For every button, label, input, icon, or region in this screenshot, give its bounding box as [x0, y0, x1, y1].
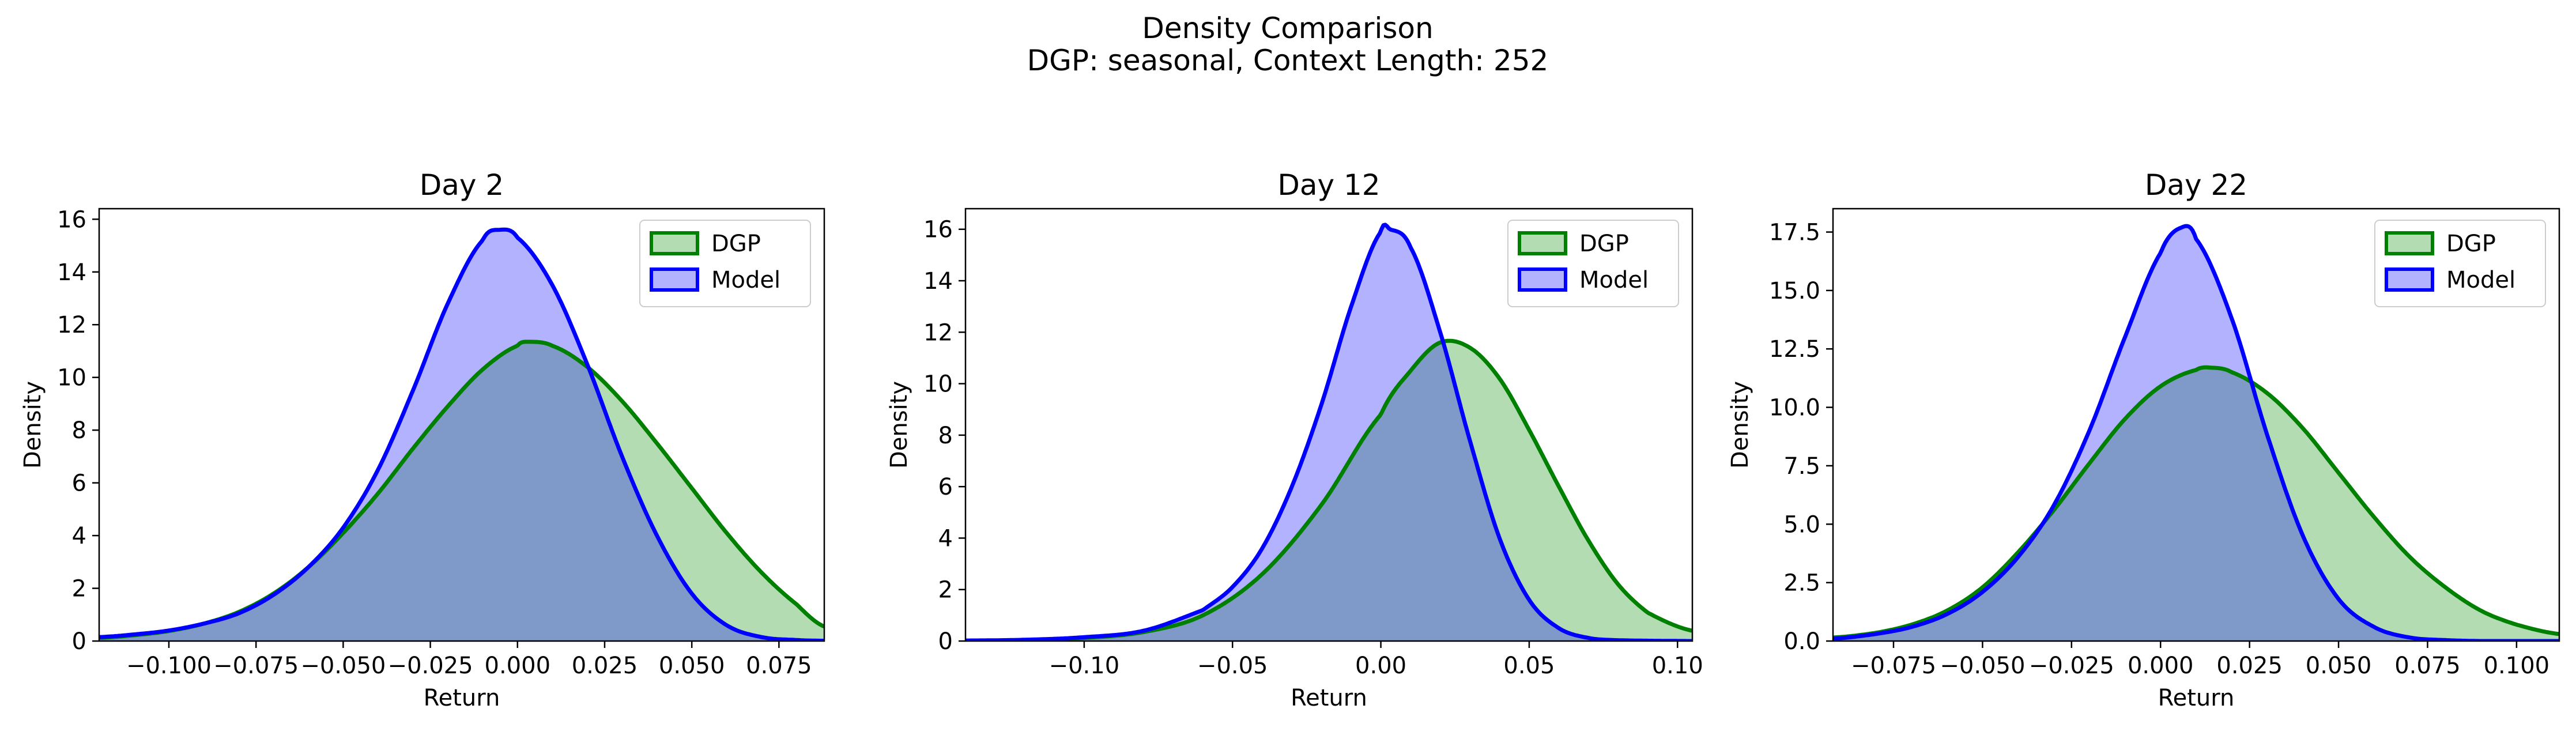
panel-title: Day 12: [1277, 168, 1380, 202]
y-tick-label: 8: [938, 423, 953, 449]
x-tick-label: −0.100: [126, 653, 212, 679]
y-tick-label: 15.0: [1769, 278, 1820, 304]
x-tick-label: −0.050: [300, 653, 386, 679]
series-line-model: [1833, 224, 2559, 641]
legend-label: Model: [1579, 267, 1649, 293]
legend: DGP Model: [2374, 220, 2546, 307]
series-line-model: [965, 223, 1692, 641]
x-tick-label: 0.100: [2484, 653, 2550, 679]
legend-swatch-dgp: [2385, 231, 2434, 255]
x-axis-label: Return: [1291, 685, 1367, 711]
legend-swatch-model: [2385, 267, 2434, 292]
y-tick-label: 10: [57, 365, 86, 391]
x-tick-label: −0.075: [1851, 653, 1936, 679]
x-tick-label: 0.025: [572, 653, 638, 679]
x-tick-label: 0.025: [2216, 653, 2283, 679]
chart-panel-3: −0.075 −0.050 −0.025 0.000 0.025 0.050 0.075 0.…: [1727, 168, 2560, 711]
x-tick-label: −0.025: [2029, 653, 2114, 679]
chart-panels: −0.100 −0.075 −0.050 −0.025 0.000 0.025 0.050 0…: [20, 168, 2560, 711]
y-tick-label: 17.5: [1769, 220, 1820, 246]
y-tick-label: 2: [72, 576, 86, 602]
y-tick-label: 10: [923, 371, 953, 398]
y-tick-label: 16: [923, 217, 953, 243]
y-tick-label: 12: [57, 312, 86, 338]
panel-title: Day 2: [420, 168, 504, 202]
x-tick-label: −0.050: [1940, 653, 2025, 679]
y-tick-label: 4: [938, 525, 953, 552]
y-tick-label: 0: [938, 628, 953, 655]
legend-label: Model: [711, 267, 780, 293]
panel-title: Day 22: [2145, 168, 2247, 202]
x-tick-label: 0.050: [659, 653, 725, 679]
x-tick-label: 0.075: [746, 653, 812, 679]
y-axis-label: Density: [886, 381, 912, 469]
series-line-dgp: [1833, 365, 2559, 640]
overlap-fill: [99, 341, 824, 641]
x-tick-label: 0.050: [2306, 653, 2372, 679]
figure-title: Density Comparison: [1142, 12, 1433, 45]
y-tick-label: 12.5: [1769, 336, 1820, 363]
x-tick-label: −0.075: [213, 653, 299, 679]
x-tick-label: 0.000: [2128, 653, 2194, 679]
y-tick-label: 4: [72, 523, 86, 549]
y-tick-label: 14: [57, 259, 86, 286]
x-axis-label: Return: [2158, 685, 2235, 711]
y-tick-label: 0.0: [1783, 628, 1820, 655]
y-tick-label: 2.5: [1783, 570, 1820, 597]
x-tick-label: 0.075: [2394, 653, 2461, 679]
y-axis-label: Density: [1727, 381, 1753, 469]
plot-area: [965, 223, 1692, 641]
legend-swatch-model: [650, 267, 699, 292]
x-tick-label: 0.10: [1652, 653, 1703, 679]
y-tick-label: 10.0: [1769, 395, 1820, 421]
chart-panel-1: −0.100 −0.075 −0.050 −0.025 0.000 0.025 0.050 0…: [20, 168, 825, 711]
y-tick-label: 0: [72, 628, 86, 655]
legend-swatch-model: [1518, 267, 1567, 292]
legend-label: DGP: [1579, 231, 1629, 257]
plot-area: [99, 227, 824, 641]
y-tick-label: 2: [938, 577, 953, 604]
legend: DGP Model: [639, 220, 811, 307]
x-axis-label: Return: [424, 685, 500, 711]
x-tick-label: −0.10: [1049, 653, 1120, 679]
y-tick-label: 5.0: [1783, 511, 1820, 538]
y-tick-label: 16: [57, 206, 86, 233]
axes-frame: [1832, 208, 2560, 642]
y-tick-label: 6: [938, 474, 953, 500]
overlap-fill: [1833, 367, 2559, 641]
legend: DGP Model: [1507, 220, 1679, 307]
x-tick-label: 0.000: [485, 653, 551, 679]
x-tick-label: −0.05: [1197, 653, 1268, 679]
y-tick-label: 12: [923, 319, 953, 346]
x-tick-label: 0.00: [1355, 653, 1406, 679]
legend-swatch-dgp: [1518, 231, 1567, 255]
x-tick-label: −0.025: [388, 653, 473, 679]
y-axis-label: Density: [20, 381, 46, 469]
y-tick-label: 6: [72, 470, 86, 497]
series-fill-model: [965, 224, 1692, 641]
figure-subtitle: DGP: seasonal, Context Length: 252: [1027, 44, 1549, 77]
y-tick-label: 8: [72, 417, 86, 444]
x-tick-label: 0.05: [1503, 653, 1555, 679]
y-tick-label: 7.5: [1783, 453, 1820, 480]
series-line-model: [99, 227, 824, 641]
axes-frame: [964, 208, 1694, 642]
legend-label: DGP: [2446, 231, 2496, 257]
axes-frame: [98, 208, 825, 642]
plot-area: [1833, 224, 2559, 641]
legend-label: DGP: [711, 231, 761, 257]
y-tick-label: 14: [923, 268, 953, 295]
legend-label: Model: [2446, 267, 2515, 293]
legend-swatch-dgp: [650, 231, 699, 255]
chart-panel-2: −0.10 −0.05 0.00 0.05 0.10 0 2 4 6 8 10 12 14 16 Day 1…: [886, 168, 1703, 711]
